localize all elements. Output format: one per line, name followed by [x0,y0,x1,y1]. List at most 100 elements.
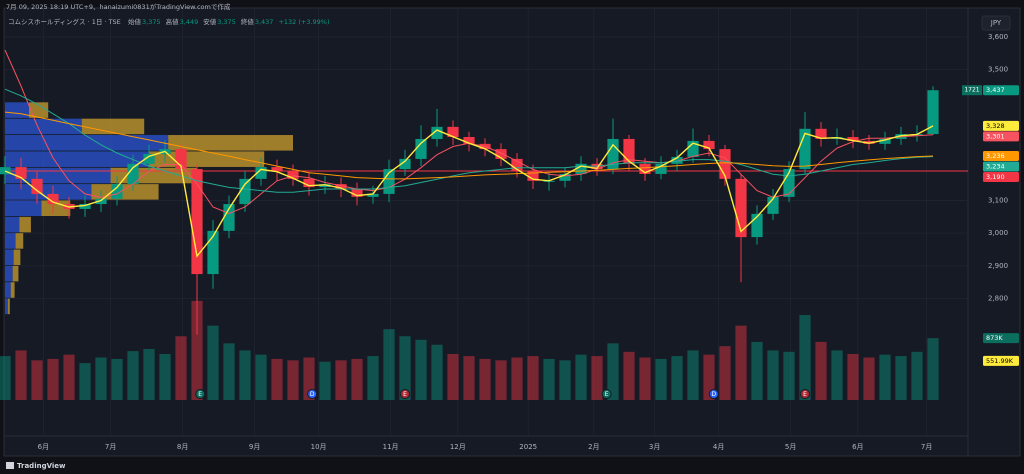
candle-body [511,158,523,172]
event-marker [400,389,410,399]
x-tick-label: 5月 [785,443,796,451]
x-tick-label: 2月 [588,443,599,451]
candle-body [367,193,379,197]
volume-tag-label: 873K [986,334,1003,342]
profile-up [5,282,11,298]
volume-bar [623,351,635,400]
volume-bar [767,350,779,400]
x-tick-label: 8月 [177,443,188,451]
profile-down [15,233,24,249]
volume-bar [143,349,155,400]
profile-up [5,118,82,135]
candle-body [799,128,811,170]
volume-bar [415,339,427,400]
price-tag-label: 3,437 [986,86,1005,94]
event-label: E [803,391,807,398]
candle-body [287,171,299,179]
candle-body [191,169,203,275]
candle-body [431,126,443,139]
y-tick-label: 3,000 [988,229,1008,237]
x-tick-label: 10月 [311,443,327,451]
profile-up [5,249,14,266]
ohlc-label: 安値 [203,17,217,26]
candle-body [719,149,731,179]
price-tag [983,171,1019,182]
volume-tag [983,355,1019,366]
volume-bar [111,358,123,400]
moving-average [4,125,934,258]
candle-body [783,169,795,197]
event-label: D [310,391,315,398]
volume-bar [63,354,75,400]
x-tick-label: 6月 [852,443,863,451]
candle-body [383,169,395,194]
event-marker [708,389,719,399]
profile-down [7,298,10,315]
volume-bar [879,354,891,400]
ohlc-value: 3,375 [217,18,236,26]
candle-body [751,213,763,238]
moving-average [4,88,934,193]
volume-bar [383,329,395,400]
volume-bar [447,353,459,400]
volume-bar [895,356,907,400]
volume-tag-label: 551.99K [986,357,1014,365]
candle-body [735,178,747,238]
event-label: E [605,391,609,398]
candle-body [863,140,875,144]
volume-bar [271,358,283,400]
price-tag [983,85,1019,96]
price-tag-label: 3,190 [986,173,1005,181]
ohlc-label: 高値 [166,17,180,26]
currency[interactable]: JPY [990,19,1002,27]
x-tick-label: 3月 [649,443,660,451]
profile-up [5,233,16,249]
candle-body [879,138,891,144]
x-tick-label: 9月 [249,443,260,451]
volume-bar [719,346,731,400]
candle-body [655,163,667,174]
candle-body [255,167,267,179]
candle-body [31,178,43,194]
volume-bar [703,354,715,400]
candle-body [111,184,123,199]
price-tag [983,150,1019,161]
candle-body [415,138,427,159]
volume-tag [983,333,1019,344]
event-marker [195,389,206,399]
x-tick-label: 2025 [519,443,537,451]
volume-bar [591,356,603,400]
volume-bar [559,360,571,400]
profile-down [10,282,15,298]
volume-bar [207,325,219,400]
x-tick-label: 6月 [38,443,49,451]
volume-bar [191,300,203,400]
volume-bar [351,358,363,400]
event-marker [601,389,612,399]
volume-bar [911,351,923,400]
volume-bar [847,353,859,400]
profile-up [5,298,8,315]
volume-bar [431,344,443,400]
event-label: E [198,391,202,398]
volume-bar [527,356,539,400]
profile-up [5,200,42,217]
y-tick-label: 2,900 [988,262,1008,270]
currency-box[interactable] [981,15,1011,31]
plot-area: 3,600 3,500 3,100 3,000 2,900 2,800 6月 7月 8月 9月 10… [0,8,1019,451]
volume-bar [927,338,939,400]
volume-bar [783,351,795,400]
volume-bar [367,356,379,400]
candle-body [95,198,107,205]
volume-bar [335,360,347,400]
change: +132 (+3.99%) [278,18,329,26]
volume-bar [815,341,827,400]
x-tick-label: 4月 [713,443,724,451]
volume-bar [831,350,843,400]
countdown-box [962,85,982,96]
ohlc-header: 始値 3,375 高値 3,449 安値 3,375 終値 3,437 +132 (+3.99%… [128,17,330,26]
candle-body [623,138,635,164]
volume-bar [175,336,187,400]
candle-body [143,154,155,164]
